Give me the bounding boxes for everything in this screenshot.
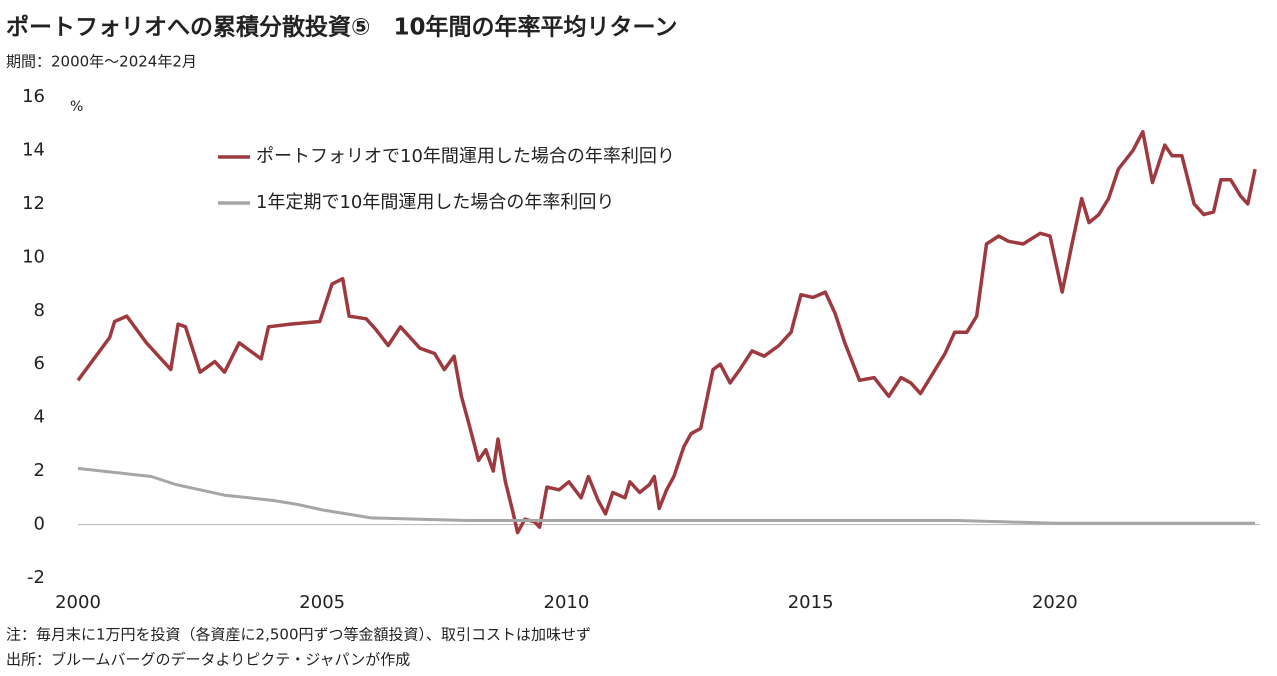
y-tick-label: -2 — [27, 567, 45, 588]
y-unit: % — [70, 99, 83, 115]
chart-subtitle: 期間：2000年～2024年2月 — [6, 53, 197, 71]
x-tick-label: 2020 — [1032, 592, 1078, 613]
y-tick-label: 0 — [34, 514, 45, 535]
x-tick-label: 2005 — [299, 592, 345, 613]
y-tick-label: 2 — [34, 460, 45, 481]
y-tick-label: 6 — [34, 353, 45, 374]
y-tick-label: 16 — [22, 86, 45, 107]
data-line — [77, 466, 1256, 525]
y-tick-label: 14 — [22, 139, 45, 160]
x-tick-label: 2000 — [55, 592, 101, 613]
y-tick-label: 10 — [22, 246, 45, 267]
x-tick-label: 2010 — [544, 592, 590, 613]
y-tick-label: 4 — [34, 407, 45, 428]
y-tick-label: 8 — [34, 300, 45, 321]
data-line — [76, 129, 1257, 535]
source: 出所：ブルームバーグのデータよりピクテ・ジャパンが作成 — [6, 651, 410, 669]
legend-label: ポートフォリオで10年間運用した場合の年率利回り — [256, 146, 675, 167]
x-tick-label: 2015 — [788, 592, 834, 613]
note: 注：毎月末に1万円を投資（各資産に2,500円ずつ等金額投資）、取引コストは加味… — [6, 626, 591, 644]
legend-label: 1年定期で10年間運用した場合の年率利回り — [256, 192, 614, 213]
y-tick-label: 12 — [22, 193, 45, 214]
chart-title: ポートフォリオへの累積分散投資⑤ 10年間の年率平均リターン — [6, 14, 677, 41]
